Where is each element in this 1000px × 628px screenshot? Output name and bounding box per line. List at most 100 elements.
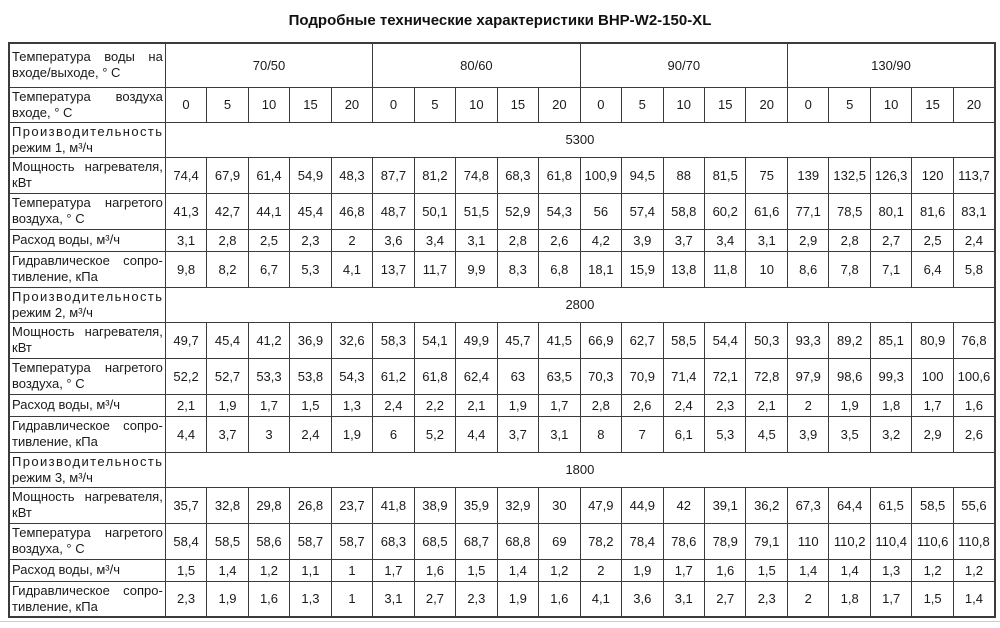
table-row: Расход воды, м³/ч 3,1 2,8 2,5 2,3 2 3,6 3,4 3,1 2… (8, 228, 996, 252)
data-cell: 51,5 (455, 192, 498, 230)
data-cell: 61,2 (372, 357, 415, 395)
data-cell: 10 (745, 250, 788, 288)
data-cell: 1,3 (330, 393, 374, 417)
data-cell: 52,7 (206, 357, 249, 395)
data-cell: 1,7 (911, 393, 954, 417)
air-temp-header-cell: 5 (621, 86, 664, 123)
data-cell: 1,5 (745, 558, 788, 582)
data-cell: 2,3 (745, 580, 788, 618)
data-cell: 1 (330, 580, 374, 618)
data-cell: 56 (579, 192, 623, 230)
data-cell: 1,7 (247, 393, 291, 417)
data-cell: 49,9 (455, 321, 498, 359)
data-cell: 3,1 (372, 580, 415, 618)
data-cell: 2 (579, 558, 623, 582)
data-cell: 58,5 (911, 486, 954, 524)
data-cell: 44,9 (621, 486, 664, 524)
data-cell: 62,4 (455, 357, 498, 395)
data-cell: 69 (538, 522, 581, 560)
data-cell: 58,5 (662, 321, 706, 359)
table-row: Гидравлическое сопро-тивление, кПа 2,3 1,9… (8, 580, 996, 618)
table-row: Гидравлическое сопро-тивление, кПа 9,8 8,2… (8, 250, 996, 288)
air-temp-header-cell: 20 (330, 86, 374, 123)
data-cell: 4,4 (455, 415, 498, 453)
data-cell: 30 (538, 486, 581, 524)
data-cell: 48,3 (330, 156, 374, 194)
air-temp-header-cell: 10 (662, 86, 706, 123)
data-cell: 15,9 (621, 250, 664, 288)
data-cell: 13,8 (662, 250, 706, 288)
data-cell: 3,1 (538, 415, 581, 453)
data-cell: 1,7 (372, 558, 415, 582)
water-temp-group-header: 80/60 (372, 42, 581, 88)
data-cell: 3,6 (372, 228, 415, 252)
air-temp-header-cell: 20 (952, 86, 996, 123)
data-cell: 54,9 (289, 156, 332, 194)
data-cell: 54,3 (330, 357, 374, 395)
data-cell: 1,5 (164, 558, 208, 582)
data-cell: 1,6 (413, 558, 457, 582)
data-cell: 85,1 (869, 321, 913, 359)
data-cell: 5,3 (703, 415, 747, 453)
data-cell: 11,8 (703, 250, 747, 288)
data-cell: 32,8 (206, 486, 249, 524)
data-cell: 3,9 (786, 415, 830, 453)
row-label-water-flow: Расход воды, м³/ч (8, 558, 166, 582)
data-cell: 80,1 (869, 192, 913, 230)
data-cell: 3,7 (206, 415, 249, 453)
data-cell: 42 (662, 486, 706, 524)
row-label-power: Мощность нагревателя, кВт (8, 156, 166, 194)
data-cell: 2,8 (496, 228, 540, 252)
spec-table: Температура воды на входе/выходе, ° С 70/… (8, 42, 996, 618)
data-cell: 4,1 (330, 250, 374, 288)
data-cell: 58,5 (206, 522, 249, 560)
data-cell: 9,9 (455, 250, 498, 288)
capacity-label-line2: режим 2, м³/ч (12, 304, 93, 320)
data-cell: 32,9 (496, 486, 540, 524)
data-cell: 2,4 (952, 228, 996, 252)
data-cell: 6 (372, 415, 415, 453)
data-cell: 61,8 (538, 156, 581, 194)
row-label-heated-air-temp: Температура нагретого воздуха, ° С (8, 192, 166, 230)
data-cell: 41,3 (164, 192, 208, 230)
data-cell: 58,4 (164, 522, 208, 560)
data-cell: 3,5 (828, 415, 871, 453)
data-cell: 26,8 (289, 486, 332, 524)
data-cell: 74,8 (455, 156, 498, 194)
data-cell: 49,7 (164, 321, 208, 359)
data-cell: 48,7 (372, 192, 415, 230)
data-cell: 78,4 (621, 522, 664, 560)
data-cell: 6,7 (247, 250, 291, 288)
data-cell: 113,7 (952, 156, 996, 194)
data-cell: 7,8 (828, 250, 871, 288)
data-cell: 78,6 (662, 522, 706, 560)
table-row: Температура воды на входе/выходе, ° С 70/… (8, 42, 996, 88)
row-label-hydraulic-resistance: Гидравлическое сопро-тивление, кПа (8, 580, 166, 618)
data-cell: 1,9 (621, 558, 664, 582)
data-cell: 7,1 (869, 250, 913, 288)
data-cell: 23,7 (330, 486, 374, 524)
data-cell: 61,8 (413, 357, 457, 395)
data-cell: 2,9 (786, 228, 830, 252)
data-cell: 78,5 (828, 192, 871, 230)
capacity-value: 2800 (164, 286, 996, 323)
data-cell: 1,6 (538, 580, 581, 618)
page-title: Подробные технические характеристики BHP… (288, 12, 712, 29)
data-cell: 1,5 (289, 393, 332, 417)
air-temp-header-cell: 0 (164, 86, 208, 123)
data-cell: 1,6 (952, 393, 996, 417)
data-cell: 2 (786, 580, 830, 618)
data-cell: 1,7 (869, 580, 913, 618)
data-cell: 2 (786, 393, 830, 417)
data-cell: 1,2 (538, 558, 581, 582)
data-cell: 3,4 (703, 228, 747, 252)
data-cell: 61,5 (869, 486, 913, 524)
data-cell: 4,5 (745, 415, 788, 453)
data-cell: 58,6 (247, 522, 291, 560)
data-cell: 2,6 (952, 415, 996, 453)
data-cell: 8 (579, 415, 623, 453)
data-cell: 1,9 (496, 580, 540, 618)
data-cell: 18,1 (579, 250, 623, 288)
data-cell: 47,9 (579, 486, 623, 524)
